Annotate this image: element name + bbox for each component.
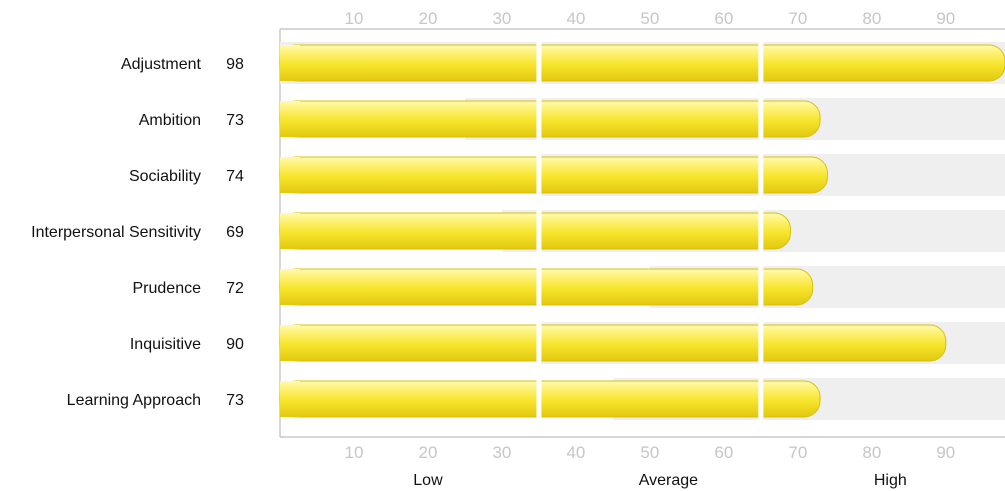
band-dividers xyxy=(536,34,764,424)
bar-left-square xyxy=(280,45,300,81)
band-label: Average xyxy=(639,472,698,489)
category-label: Interpersonal Sensitivity xyxy=(31,224,201,241)
x-tick-label-top: 60 xyxy=(714,9,733,28)
score-label: 74 xyxy=(226,168,244,185)
x-tick-label-top: 70 xyxy=(788,9,807,28)
bars xyxy=(279,44,1005,418)
bar-left-square xyxy=(280,101,300,137)
bar-left-square xyxy=(280,213,300,249)
category-label: Prudence xyxy=(133,280,202,297)
x-tick-label-top: 30 xyxy=(492,9,511,28)
score-label: 73 xyxy=(226,112,244,129)
category-label: Learning Approach xyxy=(67,392,201,409)
x-tick-label-bottom: 80 xyxy=(862,443,881,462)
band-label: High xyxy=(874,472,907,489)
band-divider xyxy=(536,34,542,424)
x-tick-label-bottom: 50 xyxy=(640,443,659,462)
x-tick-label-top: 90 xyxy=(936,9,955,28)
score-label: 98 xyxy=(226,56,244,73)
bar xyxy=(279,44,1005,82)
x-tick-label-top: 40 xyxy=(566,9,585,28)
x-tick-label-bottom: 70 xyxy=(788,443,807,462)
x-tick-label-bottom: 10 xyxy=(345,443,364,462)
category-label: Inquisitive xyxy=(130,336,201,353)
bar-left-square xyxy=(280,269,300,305)
bar-left-square xyxy=(280,381,300,417)
x-tick-label-bottom: 60 xyxy=(714,443,733,462)
x-tick-label-bottom: 20 xyxy=(418,443,437,462)
band-divider xyxy=(758,34,764,424)
score-label: 72 xyxy=(226,280,244,297)
category-label: Adjustment xyxy=(121,56,202,73)
labels: 10 10 20 20 30 30 40 40 50 50 60 60 70 70 80 80 90 90 Adju… xyxy=(31,9,955,489)
x-tick-label-top: 20 xyxy=(418,9,437,28)
score-label: 69 xyxy=(226,224,244,241)
bar xyxy=(279,212,791,250)
bar xyxy=(279,324,947,362)
x-tick-label-top: 10 xyxy=(345,9,364,28)
bar xyxy=(279,380,821,418)
x-tick-label-bottom: 90 xyxy=(936,443,955,462)
score-label: 73 xyxy=(226,392,244,409)
bar xyxy=(279,268,814,306)
bar xyxy=(279,156,828,194)
x-tick-label-top: 50 xyxy=(640,9,659,28)
x-tick-label-bottom: 30 xyxy=(492,443,511,462)
x-tick-label-top: 80 xyxy=(862,9,881,28)
bar xyxy=(279,100,821,138)
category-label: Sociability xyxy=(129,168,201,185)
score-label: 90 xyxy=(226,336,244,353)
bar-left-square xyxy=(280,325,300,361)
band-label: Low xyxy=(413,472,443,489)
category-label: Ambition xyxy=(139,112,201,129)
bar-left-square xyxy=(280,157,300,193)
x-tick-label-bottom: 40 xyxy=(566,443,585,462)
